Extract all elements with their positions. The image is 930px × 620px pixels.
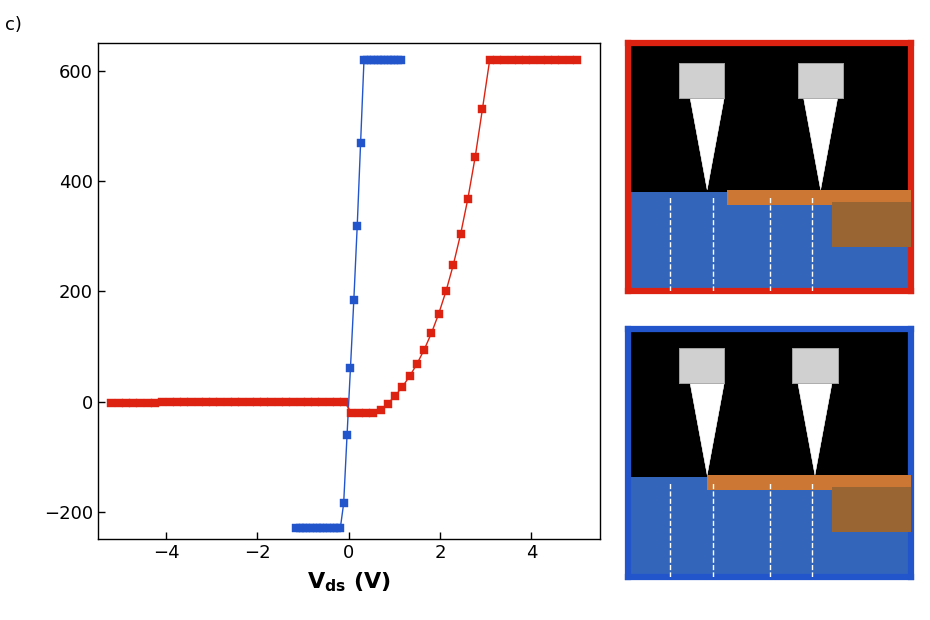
Polygon shape [690, 98, 724, 190]
FancyBboxPatch shape [679, 63, 724, 98]
Bar [727, 190, 911, 205]
Bar [628, 192, 911, 291]
FancyBboxPatch shape [679, 348, 724, 383]
Bar [707, 475, 911, 490]
Polygon shape [690, 383, 724, 475]
Polygon shape [804, 98, 838, 190]
FancyBboxPatch shape [798, 63, 844, 98]
Bar [832, 487, 911, 532]
FancyBboxPatch shape [679, 63, 724, 98]
Polygon shape [690, 98, 724, 190]
Polygon shape [798, 383, 832, 475]
Bar [628, 329, 911, 475]
Polygon shape [798, 383, 832, 475]
Polygon shape [804, 98, 838, 190]
FancyBboxPatch shape [798, 63, 844, 98]
FancyBboxPatch shape [792, 348, 838, 383]
X-axis label: $\mathbf{V_{ds}}$ $\mathbf{(V)}$: $\mathbf{V_{ds}}$ $\mathbf{(V)}$ [307, 570, 391, 594]
Bar [628, 43, 911, 190]
Bar [832, 202, 911, 247]
Polygon shape [690, 383, 724, 475]
Text: c): c) [5, 16, 21, 33]
FancyBboxPatch shape [679, 348, 724, 383]
Bar [628, 477, 911, 577]
FancyBboxPatch shape [792, 348, 838, 383]
